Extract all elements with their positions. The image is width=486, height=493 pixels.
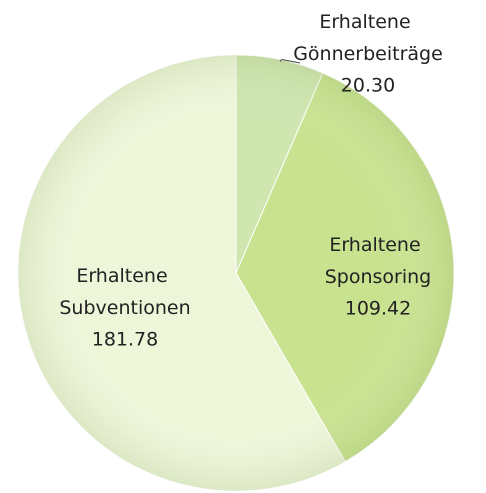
- slice-label-line: Sponsoring: [325, 266, 432, 288]
- value-label: 181.78: [92, 329, 158, 351]
- slice-label-line: Subventionen: [59, 297, 190, 319]
- slice-label: Erhaltene Subventionen: [59, 265, 190, 319]
- slice-label-line: Erhaltene: [76, 265, 173, 287]
- slice-label-line: Erhaltene: [319, 11, 416, 33]
- slice-label-line: Erhaltene: [329, 234, 426, 256]
- slice-label: Erhaltene Sponsoring: [325, 234, 432, 288]
- slice-label-line: Gönnerbeiträge: [293, 43, 443, 65]
- value-label: 109.42: [345, 298, 411, 320]
- value-label: 20.30: [341, 75, 395, 97]
- slice-label: Erhaltene Gönnerbeiträge: [293, 11, 443, 65]
- leader-line: [279, 58, 301, 64]
